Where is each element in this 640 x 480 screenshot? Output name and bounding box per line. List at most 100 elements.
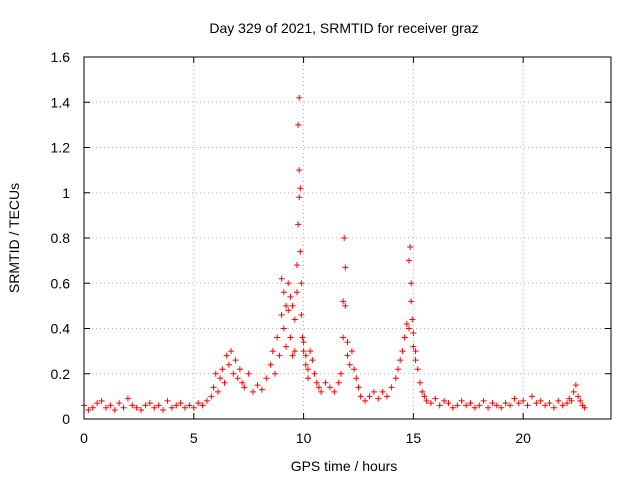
data-point [295, 221, 302, 228]
data-points [81, 94, 588, 413]
chart-title: Day 329 of 2021, SRMTID for receiver gra… [209, 20, 478, 36]
data-point [267, 361, 274, 368]
data-point [250, 388, 257, 395]
data-point [366, 393, 373, 400]
data-point [280, 289, 287, 296]
data-point [291, 348, 298, 355]
data-point [94, 400, 101, 407]
data-point [537, 397, 544, 404]
data-point [102, 404, 109, 411]
y-tick-label: 1 [62, 185, 70, 201]
data-point [341, 235, 348, 241]
data-point [287, 293, 294, 300]
data-point [221, 379, 228, 386]
data-point [511, 395, 518, 402]
data-point [322, 379, 329, 386]
x-tick-label: 15 [406, 430, 422, 446]
data-point [302, 361, 309, 368]
data-point [272, 370, 279, 377]
data-point [498, 404, 505, 411]
data-point [280, 325, 287, 332]
data-point [304, 375, 311, 382]
data-point [239, 379, 246, 386]
data-point [116, 400, 123, 407]
data-point [225, 361, 232, 368]
data-point [173, 402, 180, 409]
data-point [129, 402, 136, 409]
data-point [278, 311, 285, 318]
y-tick-label: 1.6 [51, 49, 71, 65]
data-point [124, 395, 131, 402]
x-tick-label: 0 [80, 430, 88, 446]
data-point [427, 400, 434, 407]
grid-lines [84, 57, 611, 419]
data-point [395, 366, 402, 373]
data-point [182, 404, 189, 411]
data-point [307, 348, 314, 355]
data-point [351, 366, 358, 373]
data-point [392, 375, 399, 382]
data-point [344, 339, 351, 346]
data-point [107, 402, 114, 409]
y-tick-label: 1.2 [51, 140, 71, 156]
data-point [269, 348, 276, 355]
data-point [467, 400, 474, 407]
data-point [208, 393, 215, 400]
data-point [419, 388, 426, 395]
data-point [410, 343, 417, 350]
y-tick-label: 0.2 [51, 366, 71, 382]
data-point [570, 388, 577, 395]
data-point [311, 370, 318, 377]
data-point [449, 404, 456, 411]
data-point [346, 361, 353, 368]
data-point [228, 348, 235, 355]
data-point [230, 370, 237, 377]
data-point [344, 352, 351, 359]
data-point [410, 330, 417, 337]
data-point [342, 302, 349, 309]
data-point [223, 352, 230, 359]
data-point [370, 388, 377, 395]
data-point [397, 357, 404, 364]
data-point [276, 352, 283, 359]
data-point [142, 402, 149, 409]
data-point [164, 397, 171, 404]
data-point [412, 348, 419, 355]
data-point [111, 406, 118, 413]
data-point [575, 393, 582, 400]
data-point [550, 404, 557, 411]
data-point [568, 397, 575, 404]
data-point [297, 248, 304, 255]
data-point [291, 316, 298, 323]
y-tick-label: 0 [62, 411, 70, 427]
data-point [414, 366, 421, 373]
data-point [399, 348, 406, 355]
data-point [572, 382, 579, 389]
data-point [298, 280, 305, 287]
data-point [375, 395, 382, 402]
data-point [407, 244, 414, 251]
y-tick-label: 0.8 [51, 230, 71, 246]
data-point [577, 397, 584, 404]
data-point [285, 307, 292, 314]
data-point [245, 370, 252, 377]
data-point [405, 325, 412, 332]
data-point [357, 393, 364, 400]
data-point [146, 400, 153, 407]
data-point [348, 348, 355, 355]
data-point [278, 275, 285, 282]
data-point [304, 366, 311, 373]
data-point [293, 262, 300, 269]
x-tick-label: 20 [515, 430, 531, 446]
data-point [520, 397, 527, 404]
data-point [289, 352, 296, 359]
data-point [217, 375, 224, 382]
data-point [384, 393, 391, 400]
data-point [476, 402, 483, 409]
data-point [300, 339, 307, 346]
data-point [210, 384, 217, 391]
axis-ticks: 0 5 10 15 20 0 0.2 0.4 0.6 0.8 1 1.2 1.4 1.6 [51, 49, 611, 446]
data-point [199, 402, 206, 409]
data-point [353, 375, 360, 382]
